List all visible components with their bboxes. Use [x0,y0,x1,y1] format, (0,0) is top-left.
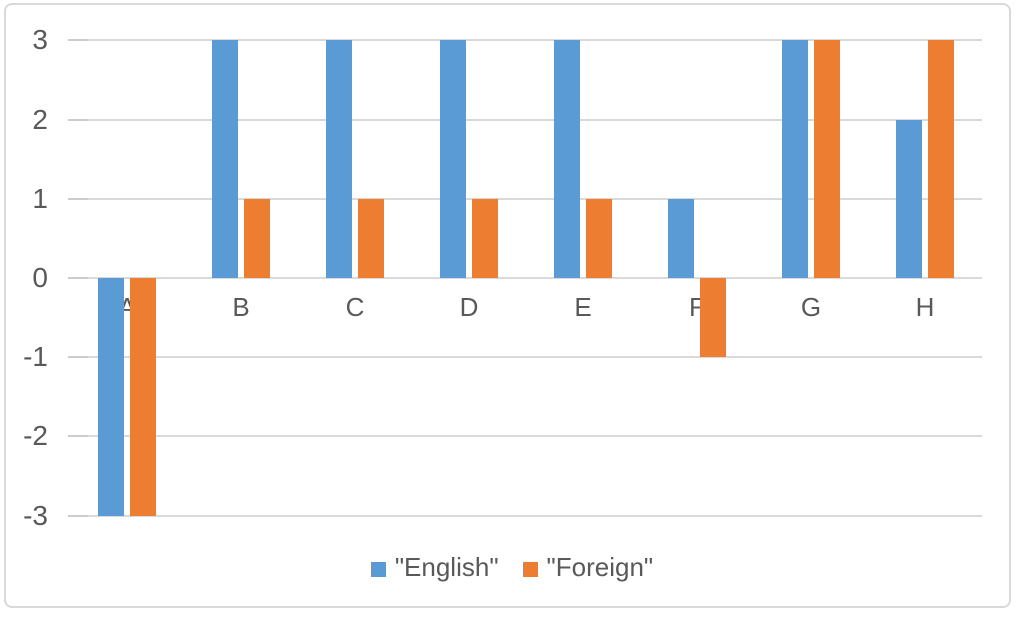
gridline-y2 [70,118,982,121]
y-axis-tick--3 [68,514,88,517]
y-axis-tick--1 [68,356,88,359]
legend: "English" "Foreign" [0,552,1024,582]
y-axis-tick--2 [68,435,88,438]
bar-english-H [896,119,922,278]
legend-item-foreign: "Foreign" [522,552,654,582]
bar-foreign-H [928,40,954,278]
gridline-y3 [70,39,982,42]
bar-english-E [554,40,580,278]
y-axis-tick-1 [68,197,88,200]
legend-swatch-english [370,562,386,577]
x-axis-label-F: F [689,292,705,322]
gridline-y1 [70,197,982,200]
bar-foreign-D [472,198,498,278]
y-axis-label-2: 2 [32,103,48,135]
y-axis-label--1: -1 [23,341,48,373]
legend-label-foreign: "Foreign" [546,552,654,582]
bar-english-D [440,40,466,278]
y-axis-tick-0 [68,277,88,279]
gridline-y-3 [70,514,982,517]
y-axis-label-0: 0 [32,262,48,293]
x-axis-label-B: B [232,292,250,322]
bar-foreign-G [814,40,840,278]
bar-foreign-B [244,198,270,278]
legend-item-english: "English" [370,552,499,582]
legend-swatch-foreign [522,562,538,577]
gridline-y-2 [70,435,982,438]
x-axis-label-D: D [459,292,479,322]
bar-english-C [326,40,352,278]
x-axis-label-G: G [800,292,822,322]
y-axis-tick-2 [68,118,88,121]
y-axis-label--3: -3 [23,499,48,531]
bar-english-F [668,198,694,278]
y-axis-label--2: -2 [23,420,48,452]
bar-foreign-C [358,198,384,278]
bar-english-A [98,278,124,516]
x-axis-label-A: A [118,292,136,322]
bar-foreign-E [586,198,612,278]
y-axis-label-1: 1 [32,182,48,214]
x-axis-label-C: C [345,292,365,322]
bar-english-B [212,40,238,278]
gridline-y0 [70,277,982,279]
y-axis-label-3: 3 [32,24,48,56]
x-axis-label-H: H [915,292,935,322]
y-axis-tick-3 [68,39,88,42]
chart-border [4,3,1011,608]
bar-foreign-A [130,278,156,516]
gridline-y-1 [70,356,982,359]
x-axis-label-E: E [574,292,592,322]
bar-english-G [782,40,808,278]
bar-foreign-F [700,278,726,358]
legend-label-english: "English" [394,552,499,582]
